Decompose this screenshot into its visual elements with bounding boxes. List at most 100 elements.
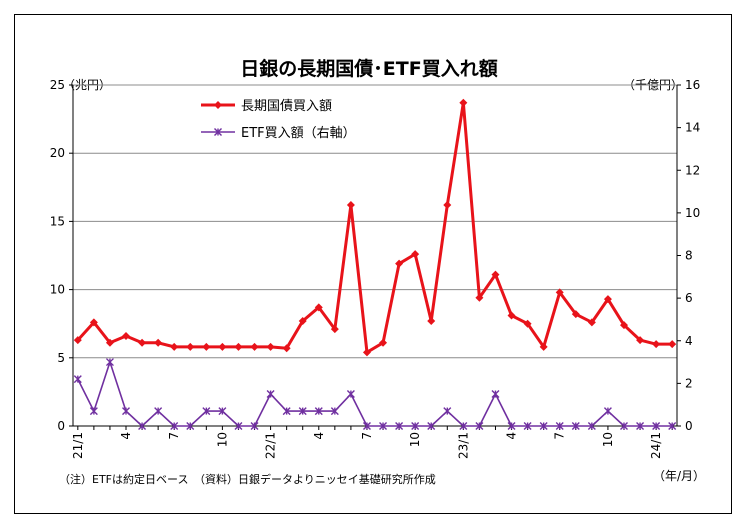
jgb-point [122, 331, 131, 340]
axes: 0 5 10 15 20 25 0 2 4 6 8 10 12 14 16 21/1 4 7 10 22/1 4 7 10 2… [50, 78, 701, 459]
etf-point [298, 407, 307, 416]
left-tick-label: 10 [50, 283, 65, 297]
x-axis-unit: （年/月） [653, 469, 705, 483]
jgb-point [619, 321, 628, 330]
x-tick-label: 10 [601, 432, 615, 447]
jgb-point [314, 303, 323, 312]
etf-point [507, 422, 516, 430]
jgb-point [346, 201, 355, 210]
etf-point [587, 422, 596, 430]
gridlines [73, 84, 677, 359]
legend-label-jgb: 長期国債買入額 [241, 99, 332, 114]
etf-point [234, 422, 243, 430]
etf-point [282, 407, 291, 416]
x-tick-label: 4 [505, 432, 519, 440]
jgb-point [443, 201, 452, 210]
etf-point [362, 422, 371, 430]
etf-point [330, 407, 339, 416]
jgb-point [89, 318, 98, 327]
right-tick-label: 6 [685, 291, 693, 305]
etf-point [411, 422, 420, 430]
jgb-series-line [76, 101, 673, 354]
jgb-point [202, 342, 211, 351]
legend-entry-jgb: 長期国債買入額 [201, 99, 332, 114]
x-tick-label: 7 [360, 432, 374, 440]
etf-point [668, 422, 677, 430]
right-tick-label: 4 [685, 334, 693, 348]
etf-point [523, 422, 532, 430]
left-tick-label: 20 [50, 146, 65, 160]
chart-title: 日銀の長期国債･ETF買入れ額 [240, 57, 497, 80]
left-tick-label: 25 [50, 78, 65, 92]
right-tick-label: 12 [685, 163, 700, 177]
legend-marker-etf [214, 128, 222, 136]
source-note: （注）ETFは約定日ベース （資料）日銀データよりニッセイ基礎研究所作成 [59, 472, 436, 486]
x-tick-label: 21/1 [71, 432, 85, 459]
x-tick-label: 24/1 [649, 432, 663, 459]
jgb-point [587, 318, 596, 327]
jgb-point [330, 325, 339, 334]
jgb-point [105, 338, 114, 347]
etf-point [427, 422, 436, 430]
jgb-point [571, 310, 580, 319]
jgb-point [459, 98, 468, 107]
jgb-point [234, 342, 243, 351]
etf-point [250, 422, 259, 430]
etf-point [89, 407, 98, 416]
right-tick-label: 10 [685, 206, 700, 220]
x-tick-label: 4 [119, 432, 133, 440]
etf-series-line [77, 361, 673, 427]
chart-svg: 日銀の長期国債･ETF買入れ額 （兆円） （千億円） （年/月） （注）ETFは… [50, 57, 705, 486]
etf-point [314, 407, 323, 416]
etf-point [379, 422, 388, 430]
etf-point [571, 422, 580, 430]
x-tick-label: 10 [215, 432, 229, 447]
series-layer [73, 98, 677, 430]
etf-point [202, 407, 211, 416]
x-tick-label: 7 [167, 432, 181, 440]
legend-marker-jgb [214, 101, 222, 109]
jgb-point [250, 342, 259, 351]
etf-point [395, 422, 404, 430]
etf-point [105, 358, 114, 367]
etf-point [475, 422, 484, 430]
x-tick-label: 10 [408, 432, 422, 447]
jgb-point [427, 316, 436, 325]
jgb-point [379, 338, 388, 347]
jgb-point [636, 336, 645, 345]
etf-point [603, 407, 612, 416]
etf-point [443, 407, 452, 416]
legend-entry-etf: ETF買入額（右軸） [201, 126, 356, 141]
etf-point [266, 390, 275, 399]
etf-point [636, 422, 645, 430]
right-tick-label: 2 [685, 376, 693, 390]
etf-point [555, 422, 564, 430]
jgb-point [411, 250, 420, 259]
etf-point [138, 422, 147, 430]
jgb-point [186, 342, 195, 351]
jgb-point [603, 295, 612, 304]
legend-label-etf: ETF買入額（右軸） [241, 126, 356, 141]
right-tick-label: 14 [685, 121, 700, 135]
jgb-point [154, 338, 163, 347]
jgb-point [218, 342, 227, 351]
etf-point [491, 390, 500, 399]
jgb-point [555, 288, 564, 297]
x-tick-label: 22/1 [264, 432, 278, 459]
etf-point [619, 422, 628, 430]
etf-point [122, 407, 131, 416]
jgb-point [282, 344, 291, 353]
chart-frame: 日銀の長期国債･ETF買入れ額 （兆円） （千億円） （年/月） （注）ETFは… [14, 14, 732, 514]
legend: 長期国債買入額 ETF買入額（右軸） [201, 99, 356, 141]
etf-point [652, 422, 661, 430]
jgb-point [138, 338, 147, 347]
etf-point [459, 422, 468, 430]
etf-point [154, 407, 163, 416]
etf-point [539, 422, 548, 430]
jgb-point [170, 342, 179, 351]
right-tick-label: 16 [685, 78, 700, 92]
jgb-point [523, 319, 532, 328]
jgb-point [507, 311, 516, 320]
etf-point [186, 422, 195, 430]
etf-point [170, 422, 179, 430]
